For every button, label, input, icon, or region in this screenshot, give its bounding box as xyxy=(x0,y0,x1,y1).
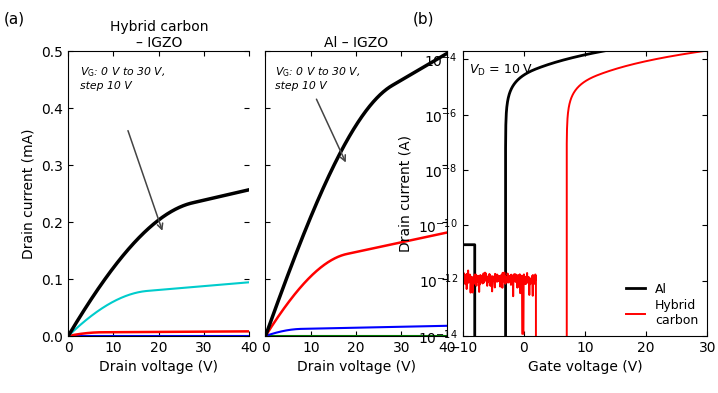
Line: Hybrid
carbon: Hybrid carbon xyxy=(463,51,707,393)
Al xyxy=(649,41,658,46)
Hybrid
carbon xyxy=(483,276,492,281)
Text: $V_\mathrm{G}$: 0 V to 30 V,
step 10 V: $V_\mathrm{G}$: 0 V to 30 V, step 10 V xyxy=(80,65,164,91)
X-axis label: Drain voltage (V): Drain voltage (V) xyxy=(99,360,218,375)
Hybrid
carbon xyxy=(567,97,575,102)
Al xyxy=(703,35,712,39)
Legend: Al, Hybrid
carbon: Al, Hybrid carbon xyxy=(624,280,701,330)
Text: $V_\mathrm{D}$ = 10 V: $V_\mathrm{D}$ = 10 V xyxy=(469,63,533,78)
Y-axis label: Drain current (mA): Drain current (mA) xyxy=(22,128,36,259)
Title: Hybrid carbon
– IGZO: Hybrid carbon – IGZO xyxy=(110,20,208,50)
Text: (b): (b) xyxy=(413,11,434,27)
Hybrid
carbon xyxy=(703,48,712,53)
X-axis label: Gate voltage (V): Gate voltage (V) xyxy=(528,360,643,375)
Al xyxy=(558,58,567,63)
Hybrid
carbon xyxy=(627,62,635,67)
Hybrid
carbon xyxy=(459,277,467,282)
Al xyxy=(653,40,662,45)
Text: (a): (a) xyxy=(4,11,24,27)
Hybrid
carbon xyxy=(649,57,658,62)
Al xyxy=(627,44,635,49)
Text: $V_\mathrm{G}$: 0 V to 30 V,
step 10 V: $V_\mathrm{G}$: 0 V to 30 V, step 10 V xyxy=(274,65,360,91)
X-axis label: Drain voltage (V): Drain voltage (V) xyxy=(297,360,416,375)
Hybrid
carbon xyxy=(653,56,662,61)
Al xyxy=(459,242,467,247)
Y-axis label: Drain current (A): Drain current (A) xyxy=(398,135,413,252)
Title: Al – IGZO: Al – IGZO xyxy=(324,36,388,50)
Line: Al: Al xyxy=(463,37,707,393)
Al xyxy=(567,56,575,61)
